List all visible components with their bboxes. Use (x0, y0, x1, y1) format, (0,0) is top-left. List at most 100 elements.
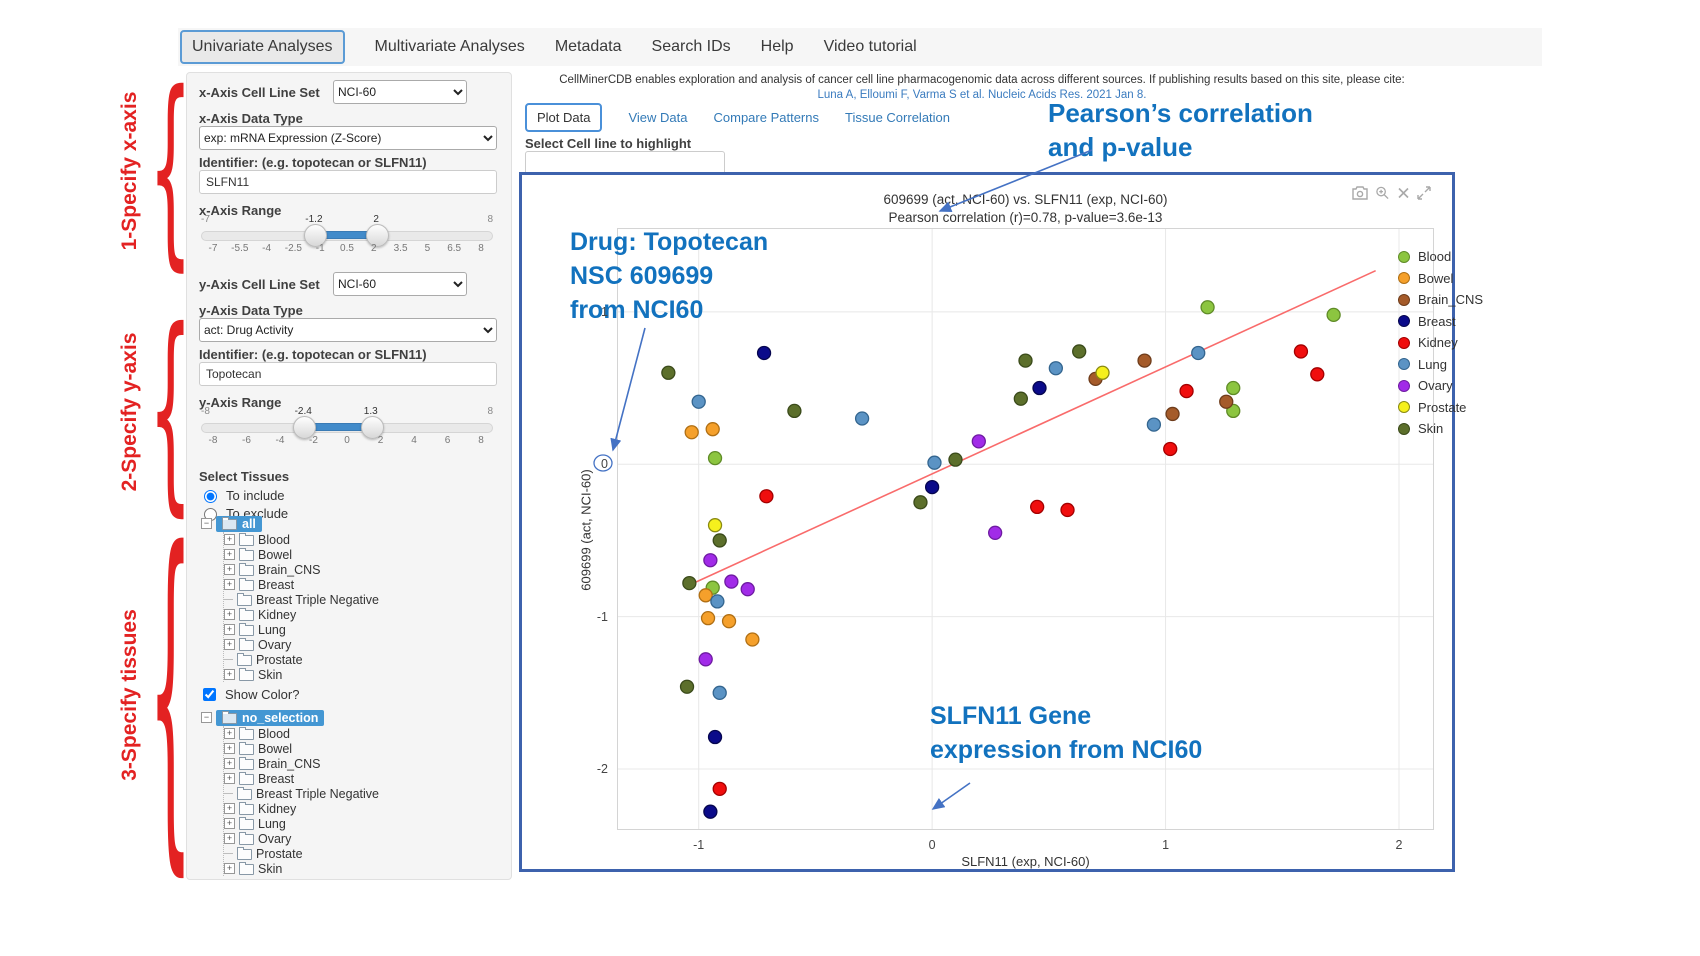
scatter-point-bowel[interactable] (705, 422, 720, 437)
collapse-icon[interactable]: − (201, 712, 212, 723)
legend-item-breast[interactable]: Breast (1398, 311, 1483, 333)
tab-view-data[interactable]: View Data (628, 110, 688, 125)
expand-icon[interactable]: + (224, 624, 235, 635)
collapse-icon[interactable]: − (201, 518, 212, 529)
expand-icon[interactable]: + (224, 863, 235, 874)
expand-icon[interactable]: + (224, 728, 235, 739)
tab-plot-data[interactable]: Plot Data (525, 103, 603, 132)
expand-icon[interactable]: + (224, 818, 235, 829)
expand-icon[interactable]: + (224, 579, 235, 590)
tree-root-row[interactable]: − no_selection (201, 709, 379, 726)
slider-handle-to[interactable] (366, 224, 390, 247)
legend-item-blood[interactable]: Blood (1398, 246, 1483, 268)
x-identifier-input[interactable] (199, 170, 497, 194)
slider-handle-from[interactable] (293, 416, 317, 439)
tree-item-skin[interactable]: + Skin (224, 667, 379, 682)
scatter-point-skin[interactable] (679, 679, 695, 694)
expand-icon[interactable]: + (224, 549, 235, 560)
scatter-point-ovary[interactable] (698, 652, 713, 667)
tree-item-bowel[interactable]: + Bowel (224, 741, 379, 756)
tree-root-node[interactable]: all (216, 515, 262, 532)
scatter-point-lung[interactable] (1191, 345, 1206, 361)
scatter-point-breast[interactable] (756, 345, 772, 361)
scatter-point-kidney[interactable] (1179, 383, 1194, 399)
x-cell-line-set-select[interactable]: NCI-60 (333, 80, 467, 104)
expand-icon[interactable]: + (224, 758, 235, 769)
legend-item-brain_cns[interactable]: Brain_CNS (1398, 289, 1483, 311)
scatter-point-lung[interactable] (691, 394, 706, 409)
scatter-point-breast[interactable] (707, 729, 723, 745)
scatter-point-skin[interactable] (913, 495, 928, 510)
radio-to-include[interactable]: To include (199, 487, 285, 503)
tree-root-node[interactable]: no_selection (216, 709, 325, 726)
scatter-point-brain_cns[interactable] (1165, 406, 1180, 422)
scatter-point-kidney[interactable] (1060, 502, 1075, 518)
scatter-point-kidney[interactable] (1030, 499, 1045, 515)
slider-handle-to[interactable] (360, 416, 384, 439)
scatter-point-blood[interactable] (1326, 307, 1341, 323)
tree-item-kidney[interactable]: + Kidney (224, 607, 379, 622)
close-icon[interactable] (1397, 186, 1410, 200)
scatter-point-lung[interactable] (1048, 361, 1063, 376)
show-color-row[interactable]: Show Color? (199, 685, 299, 704)
nav-tab-video-tutorial[interactable]: Video tutorial (823, 38, 917, 55)
tree-item-blood[interactable]: + Blood (224, 726, 379, 741)
tree-item-skin[interactable]: + Skin (224, 861, 379, 876)
scatter-point-lung[interactable] (854, 411, 870, 426)
scatter-point-kidney[interactable] (712, 781, 727, 797)
tree-item-brain_cns[interactable]: + Brain_CNS (224, 562, 379, 577)
expand-icon[interactable]: + (224, 609, 235, 620)
camera-icon[interactable] (1352, 186, 1368, 200)
expand-icon[interactable]: + (224, 743, 235, 754)
y-data-type-select[interactable]: act: Drug Activity (199, 318, 497, 342)
scatter-point-breast[interactable] (1032, 380, 1047, 396)
nav-tab-help[interactable]: Help (760, 38, 794, 55)
scatter-point-skin[interactable] (1072, 344, 1087, 359)
expand-icon[interactable]: + (224, 639, 235, 650)
scatter-point-blood[interactable] (707, 450, 723, 466)
resize-icon[interactable] (1417, 186, 1431, 200)
scatter-plot[interactable] (617, 228, 1434, 830)
legend-item-kidney[interactable]: Kidney (1398, 332, 1483, 354)
to-include-radio[interactable] (204, 490, 217, 503)
tree-item-ovary[interactable]: + Ovary (224, 831, 379, 846)
tree-item-prostate[interactable]: Prostate (224, 846, 379, 861)
tab-tissue-correlation[interactable]: Tissue Correlation (845, 110, 951, 125)
x-data-type-select[interactable]: exp: mRNA Expression (Z-Score) (199, 126, 497, 150)
slider-handle-from[interactable] (303, 224, 327, 247)
tree-item-lung[interactable]: + Lung (224, 622, 379, 637)
scatter-point-ovary[interactable] (703, 553, 718, 568)
show-color-checkbox[interactable] (203, 688, 216, 701)
tab-compare-patterns[interactable]: Compare Patterns (713, 110, 820, 125)
scatter-point-skin[interactable] (948, 452, 963, 467)
tree-item-kidney[interactable]: + Kidney (224, 801, 379, 816)
scatter-point-lung[interactable] (712, 685, 727, 700)
scatter-point-brain_cns[interactable] (1137, 353, 1152, 368)
tree-item-lung[interactable]: + Lung (224, 816, 379, 831)
scatter-point-kidney[interactable] (1163, 441, 1178, 457)
scatter-point-blood[interactable] (1200, 300, 1215, 315)
nav-tab-search-ids[interactable]: Search IDs (651, 38, 731, 55)
tree-item-bowel[interactable]: + Bowel (224, 547, 379, 562)
nav-tab-multivariate-analyses[interactable]: Multivariate Analyses (374, 38, 525, 55)
scatter-point-kidney[interactable] (759, 489, 774, 504)
y-identifier-input[interactable] (199, 362, 497, 386)
scatter-point-breast[interactable] (924, 479, 940, 495)
scatter-point-kidney[interactable] (1293, 344, 1309, 359)
scatter-point-ovary[interactable] (988, 525, 1003, 540)
nav-tab-univariate-analyses[interactable]: Univariate Analyses (180, 30, 345, 64)
scatter-point-lung[interactable] (710, 594, 725, 609)
tree-item-ovary[interactable]: + Ovary (224, 637, 379, 652)
scatter-point-ovary[interactable] (740, 582, 755, 597)
expand-icon[interactable]: + (224, 833, 235, 844)
scatter-point-prostate[interactable] (707, 518, 723, 533)
y-range-slider[interactable]: -8 8 -2.4 1.3 -8 -6 -4 -2 0 2 4 6 8 (201, 406, 493, 453)
scatter-point-ovary[interactable] (971, 434, 986, 449)
tree-item-blood[interactable]: + Blood (224, 532, 379, 547)
to-exclude-radio[interactable] (204, 508, 217, 521)
scatter-point-skin[interactable] (1018, 353, 1033, 368)
legend-item-skin[interactable]: Skin (1398, 418, 1483, 440)
citation-link[interactable]: Luna A, Elloumi F, Varma S et al. Nuclei… (817, 89, 1147, 101)
legend-item-lung[interactable]: Lung (1398, 354, 1483, 376)
legend-item-prostate[interactable]: Prostate (1398, 397, 1483, 419)
